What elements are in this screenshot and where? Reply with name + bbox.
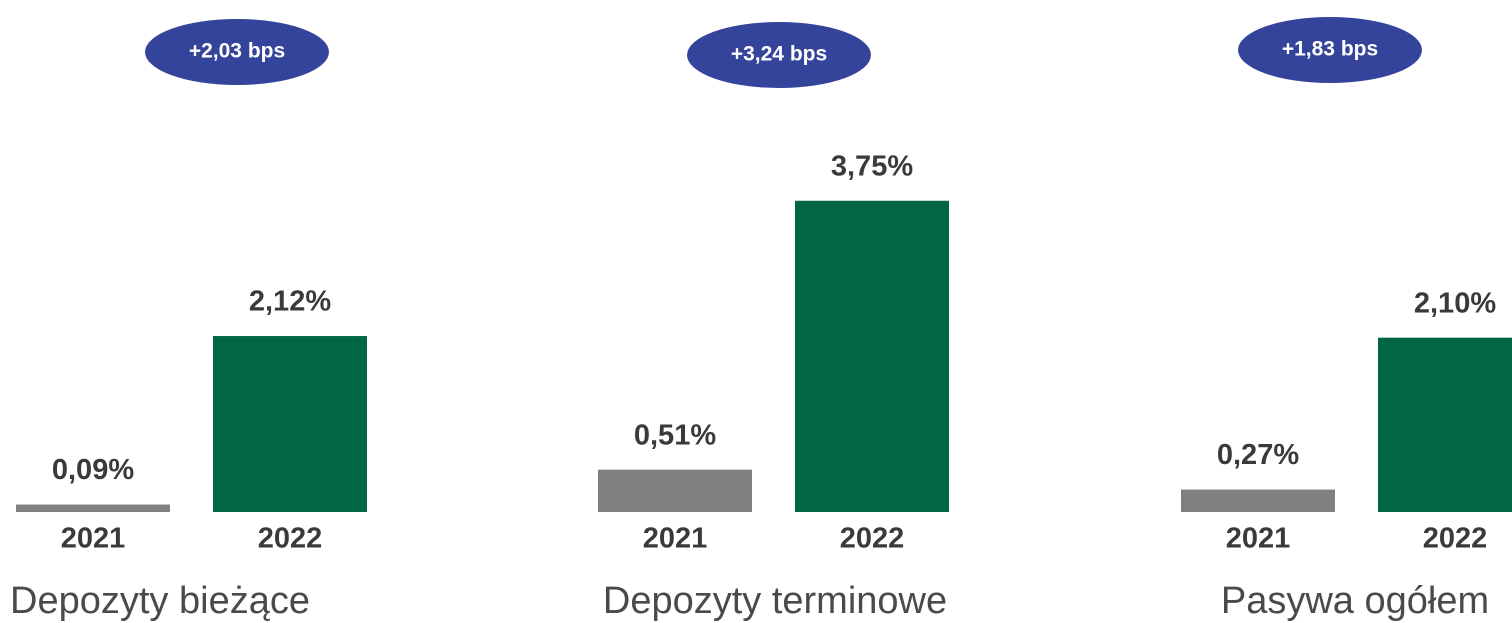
category-label: 2021 <box>1226 523 1291 555</box>
annotation: +2,03 bps <box>189 40 285 63</box>
bar <box>795 200 949 512</box>
bar <box>213 336 367 512</box>
annotation: +3,24 bps <box>731 43 827 66</box>
chart-title: Depozyty terminowe <box>603 580 947 622</box>
value-label: 0,09% <box>52 454 134 486</box>
value-label: 0,27% <box>1217 439 1299 471</box>
bar <box>598 469 752 512</box>
annotation-bubble <box>687 22 871 88</box>
value-label: 2,10% <box>1414 287 1496 319</box>
value-label: 0,51% <box>634 419 716 451</box>
bar <box>1378 337 1512 512</box>
annotation: +1,83 bps <box>1282 38 1378 61</box>
annotation-bubble <box>145 19 329 85</box>
category-label: 2022 <box>1423 523 1488 555</box>
bar <box>1181 489 1335 512</box>
value-label: 2,12% <box>249 286 331 318</box>
category-label: 2022 <box>258 523 323 555</box>
category-label: 2021 <box>61 523 126 555</box>
category-label: 2022 <box>840 523 905 555</box>
value-label: 3,75% <box>831 150 913 182</box>
bar <box>16 504 170 512</box>
chart-title: Depozyty bieżące <box>10 580 310 622</box>
chart-title: Pasywa ogółem <box>1221 580 1489 622</box>
category-label: 2021 <box>643 523 708 555</box>
annotation-bubble <box>1238 17 1422 83</box>
